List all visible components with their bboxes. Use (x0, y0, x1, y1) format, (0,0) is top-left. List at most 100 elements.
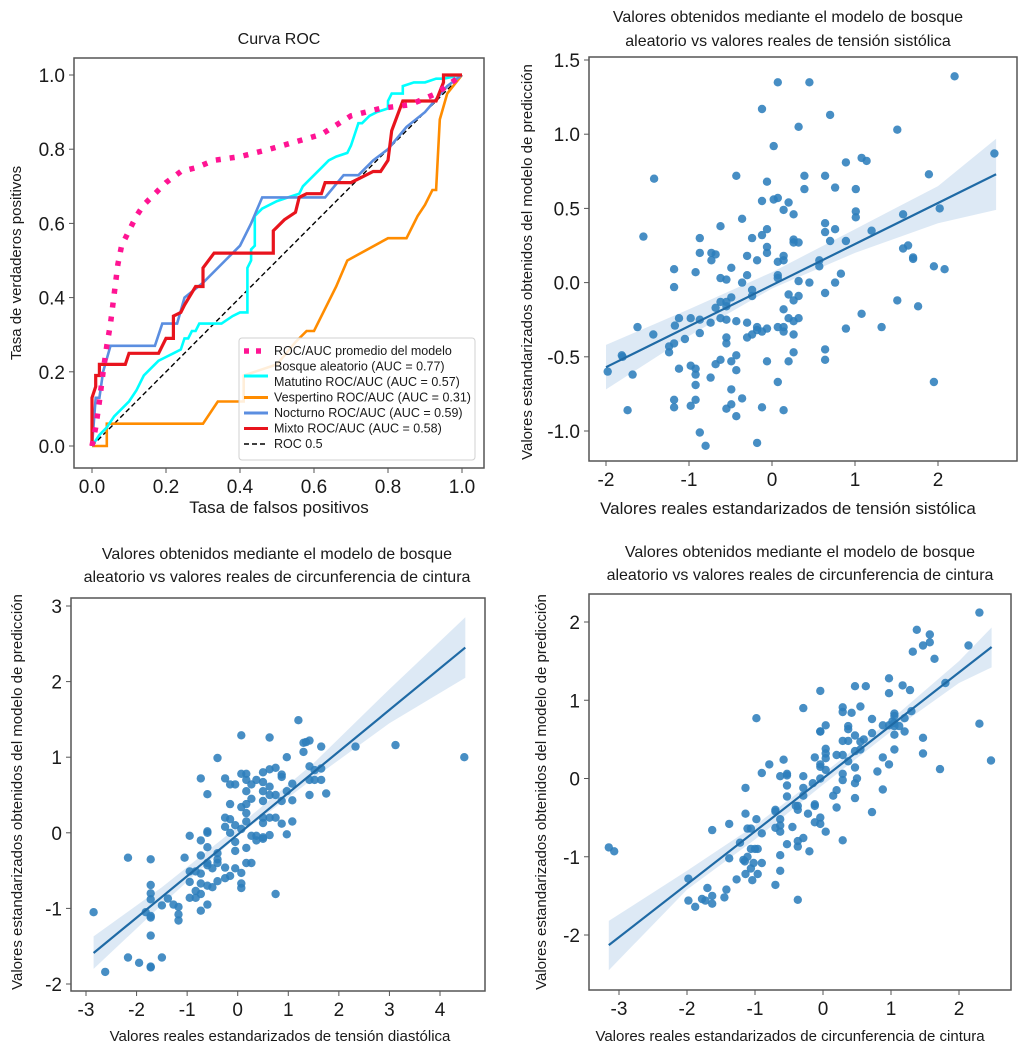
scatter-point (890, 711, 899, 721)
legend-label-0: Bosque aleatorio (AUC = 0.77) (274, 360, 445, 374)
scatter-point (213, 877, 222, 886)
scatter-point (225, 799, 235, 809)
scatter-point (762, 225, 772, 234)
scatter-point (351, 742, 360, 751)
scatter-point (752, 815, 761, 824)
scatter-point (628, 370, 637, 379)
scatter-point (669, 403, 679, 412)
scatter-point (258, 768, 268, 777)
scatter-point (288, 779, 297, 788)
scatter-point (784, 290, 793, 299)
scatter-point (838, 836, 847, 845)
scatter-point (816, 774, 825, 783)
scatter-point (317, 742, 326, 751)
scatter-point (782, 781, 792, 790)
scatter-point (867, 714, 877, 724)
scatter-point (753, 869, 762, 879)
scatter-point (773, 78, 782, 87)
y-tick-label: 0.0 (39, 437, 65, 458)
x-tick-label: 1 (886, 999, 897, 1020)
scatter-point (908, 254, 918, 264)
scatter-point (208, 883, 217, 892)
scatter-point (686, 314, 695, 323)
scatter-point (123, 953, 133, 962)
scatter-point (877, 322, 886, 332)
scatter-point (805, 78, 814, 87)
waist-chart-title-line-1: Valores obtenidos mediante el modelo de … (625, 544, 975, 561)
scatter-point (732, 351, 741, 360)
scatter-point (741, 869, 750, 879)
scatter-point (691, 370, 700, 379)
y-tick-label: 0 (569, 770, 580, 791)
scatter-point (752, 438, 762, 448)
y-tick-label: 1.0 (39, 66, 65, 87)
scatter-point (674, 364, 684, 373)
scatter-point (816, 813, 825, 822)
scatter-point (722, 885, 731, 894)
scatter-point (716, 222, 725, 231)
scatter-point (196, 889, 205, 899)
scatter-point (203, 790, 212, 799)
scatter-point (691, 268, 700, 277)
scatter-point (294, 716, 303, 725)
scatter-point (727, 263, 736, 272)
scatter-point (851, 213, 860, 222)
scatter-point (708, 899, 717, 908)
scatter-point (821, 754, 830, 763)
scatter-point (691, 364, 700, 373)
y-tick-label: 2 (569, 613, 580, 634)
scatter-point (633, 322, 642, 332)
scatter-point (862, 156, 871, 166)
scatter-point (242, 787, 251, 796)
scatter-point (146, 889, 155, 898)
scatter-point (898, 210, 908, 219)
scatter-point (203, 900, 212, 909)
scatter-point (680, 334, 690, 344)
scatter-point (146, 880, 155, 890)
diastolic-scatter-chart: Valores obtenidos mediante el modelo de … (9, 546, 486, 1045)
diastolic-chart-title-line-1: Valores obtenidos mediante el modelo de … (102, 546, 452, 563)
scatter-point (799, 791, 808, 800)
scatter-point (157, 901, 167, 910)
y-tick-label: 0.2 (39, 363, 65, 384)
scatter-point (762, 177, 772, 186)
scatter-point (277, 819, 286, 828)
roc-plot-frame (73, 57, 485, 469)
scatter-point (805, 278, 814, 287)
scatter-point (857, 309, 866, 318)
scatter-point (752, 256, 762, 265)
scatter-point (757, 196, 767, 206)
scatter-point (146, 913, 155, 922)
scatter-point (769, 141, 778, 151)
scatter-point (732, 317, 741, 326)
scatter-point (884, 689, 894, 698)
scatter-point (799, 833, 808, 843)
scatter-point (847, 708, 856, 717)
scatter-point (838, 707, 847, 717)
scatter-point (271, 889, 280, 899)
scatter-point (799, 783, 808, 793)
scatter-point (990, 149, 999, 158)
scatter-point (196, 869, 205, 878)
scatter-point (231, 780, 240, 789)
scatter-point (711, 303, 720, 312)
scatter-point (732, 171, 741, 180)
scatter-point (867, 807, 877, 817)
scatter-point (776, 866, 785, 875)
waist-x-axis-label: Valores reales estandarizados de circunf… (595, 1028, 985, 1045)
scatter-point (832, 750, 841, 760)
scatter-point (722, 333, 731, 342)
scatter-point (742, 271, 752, 280)
legend-box (238, 337, 476, 461)
scatter-point (820, 219, 830, 228)
y-tick-label: 1.0 (554, 125, 580, 146)
x-tick-label: 3 (384, 1000, 395, 1021)
scatter-point (727, 357, 736, 366)
roc-y-axis-label: Tasa de verdaderos positivos (8, 166, 25, 360)
scatter-point (825, 110, 835, 120)
scatter-point (890, 730, 899, 739)
scatter-point (742, 318, 752, 327)
scatter-point (762, 248, 772, 258)
scatter-point (258, 834, 268, 843)
y-tick-label: 1 (51, 748, 62, 769)
